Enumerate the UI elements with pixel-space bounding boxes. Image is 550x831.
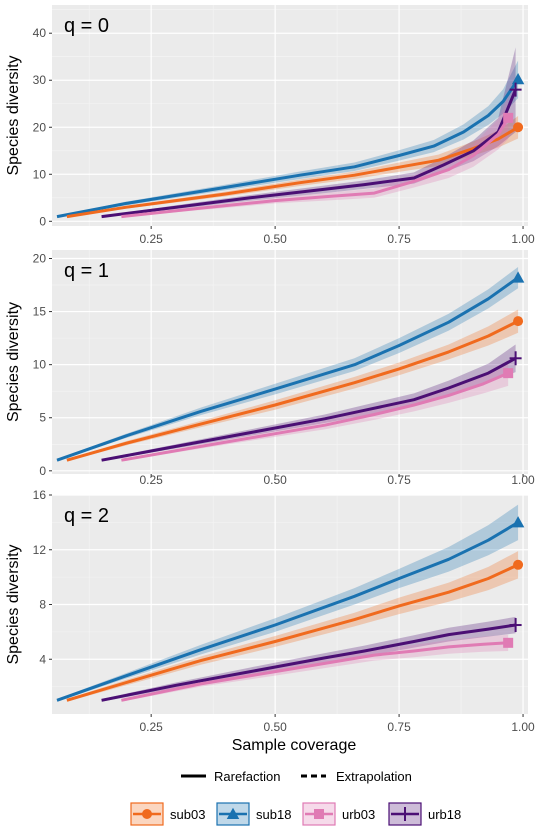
confidence-band-sub18 [56, 504, 519, 702]
observed-point-sub03 [513, 122, 524, 133]
observed-point-urb18 [509, 82, 522, 97]
x-tick-label: 1.00 [511, 232, 535, 246]
y-tick-label: 0 [39, 464, 46, 478]
panel-title: q = 1 [64, 260, 109, 282]
x-tick-label: 0.50 [263, 473, 287, 487]
observed-point-sub03 [513, 316, 524, 327]
observed-point-sub18 [511, 516, 525, 528]
x-tick-label: 0.75 [387, 473, 411, 487]
y-tick-label: 12 [33, 543, 47, 557]
y-axis-title: Species diversity [5, 544, 22, 664]
legend-rarefaction-label: Rarefaction [214, 769, 280, 784]
y-tick-label: 15 [33, 305, 47, 319]
series-line-sub18 [56, 521, 519, 702]
panel-title: q = 0 [64, 15, 109, 37]
x-axis-title: Sample coverage [232, 737, 357, 754]
series-line-urb03 [121, 117, 510, 219]
observed-point-sub18 [511, 73, 525, 85]
observed-point-urb03 [503, 637, 514, 648]
confidence-band-sub03 [66, 551, 519, 702]
y-tick-label: 16 [33, 488, 47, 502]
y-tick-label: 30 [33, 73, 47, 87]
legend-label-sub18: sub18 [256, 807, 291, 822]
linetype-legend: Rarefaction Extrapolation [181, 769, 412, 784]
y-tick-label: 0 [39, 214, 46, 228]
confidence-band-sub03 [66, 115, 519, 218]
y-tick-label: 4 [39, 652, 46, 666]
x-tick-label: 0.50 [263, 720, 287, 734]
observed-point-sub03 [513, 559, 524, 570]
series-line-urb18 [101, 89, 517, 219]
x-tick-label: 0.75 [387, 232, 411, 246]
y-tick-label: 10 [33, 358, 47, 372]
legend-key-marker-urb18 [399, 807, 411, 821]
legend-label-sub03: sub03 [170, 807, 205, 822]
legend-key-marker-urb03 [314, 809, 324, 819]
series-line-urb03 [121, 371, 509, 462]
legend-label-urb03: urb03 [342, 807, 375, 822]
y-tick-label: 40 [33, 26, 47, 40]
panel-title: q = 2 [64, 505, 109, 527]
y-tick-label: 8 [39, 598, 46, 612]
y-tick-label: 20 [33, 120, 47, 134]
panel-2: 0.25 0.50 0.75 1.00 0 5 10 15 20 Species diversit… [5, 250, 535, 487]
x-tick-label: 0.25 [139, 232, 163, 246]
series-line-urb18 [101, 356, 517, 462]
panel-1: 0.25 0.50 0.75 1.00 0 10 20 30 40 Species diversi… [5, 5, 535, 246]
y-axis-title: Species diversity [5, 302, 22, 422]
legend-extrapolation-label: Extrapolation [336, 769, 412, 784]
observed-point-urb03 [503, 368, 514, 379]
x-tick-label: 0.25 [139, 720, 163, 734]
panel-data [56, 266, 525, 462]
x-tick-label: 1.00 [511, 720, 535, 734]
series-line-urb18 [101, 623, 516, 702]
observed-point-urb18 [509, 618, 522, 633]
series-line-sub03 [66, 563, 519, 702]
y-tick-label: 10 [33, 167, 47, 181]
y-tick-label: 20 [33, 251, 47, 265]
legend-label-urb18: urb18 [428, 807, 461, 822]
observed-point-sub18 [511, 271, 525, 283]
x-tick-label: 0.25 [139, 473, 163, 487]
panel-data [56, 504, 525, 702]
y-axis-title: Species diversity [5, 55, 22, 175]
series-line-sub18 [56, 276, 519, 462]
x-tick-label: 0.75 [387, 720, 411, 734]
panel-data [56, 47, 525, 219]
y-tick-label: 5 [39, 411, 46, 425]
series-line-sub03 [66, 319, 519, 462]
x-tick-label: 0.50 [263, 232, 287, 246]
series-line-sub18 [56, 78, 520, 219]
panel-background [52, 5, 528, 226]
panel-background [52, 250, 528, 474]
x-tick-label: 1.00 [511, 473, 535, 487]
legend-key-marker-sub18 [226, 807, 240, 819]
panel-3: 0.25 0.50 0.75 1.00 4 8 12 16 Species diversity q… [5, 488, 535, 734]
observed-point-urb03 [503, 112, 514, 123]
legend-key-marker-sub03 [142, 809, 152, 819]
series-line-urb03 [121, 641, 509, 702]
observed-point-urb18 [509, 351, 522, 366]
confidence-band-urb18 [101, 47, 516, 218]
group-legend: sub03 sub18 urb03 urb18 [130, 802, 461, 826]
confidence-band-urb03 [121, 96, 509, 218]
